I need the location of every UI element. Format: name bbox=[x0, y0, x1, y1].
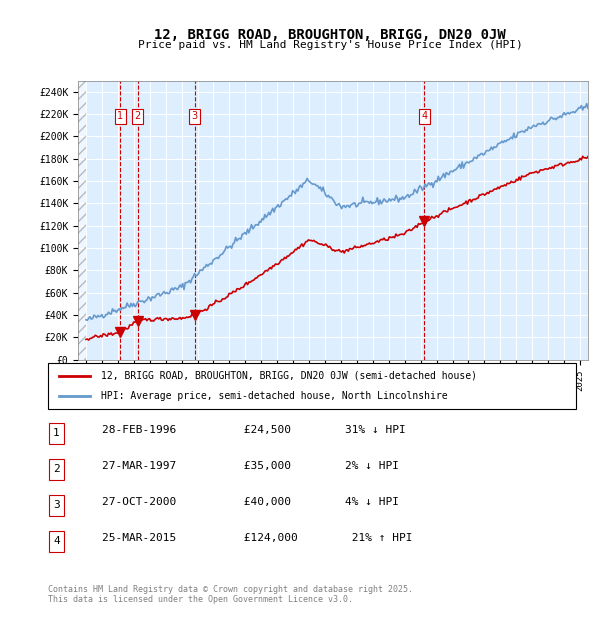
Text: 2: 2 bbox=[134, 112, 141, 122]
Text: 1: 1 bbox=[118, 112, 124, 122]
Text: HPI: Average price, semi-detached house, North Lincolnshire: HPI: Average price, semi-detached house,… bbox=[101, 391, 448, 401]
FancyBboxPatch shape bbox=[49, 531, 64, 552]
Text: 3: 3 bbox=[191, 112, 198, 122]
Text: 27-MAR-1997          £35,000        2% ↓ HPI: 27-MAR-1997 £35,000 2% ↓ HPI bbox=[75, 461, 399, 471]
Text: 12, BRIGG ROAD, BROUGHTON, BRIGG, DN20 0JW: 12, BRIGG ROAD, BROUGHTON, BRIGG, DN20 0… bbox=[154, 28, 506, 42]
FancyBboxPatch shape bbox=[48, 363, 576, 409]
Text: 27-OCT-2000          £40,000        4% ↓ HPI: 27-OCT-2000 £40,000 4% ↓ HPI bbox=[75, 497, 399, 507]
Text: 4: 4 bbox=[421, 112, 427, 122]
FancyBboxPatch shape bbox=[49, 495, 64, 516]
Text: Contains HM Land Registry data © Crown copyright and database right 2025.
This d: Contains HM Land Registry data © Crown c… bbox=[48, 585, 413, 604]
Text: 3: 3 bbox=[53, 500, 60, 510]
Text: 25-MAR-2015          £124,000        21% ↑ HPI: 25-MAR-2015 £124,000 21% ↑ HPI bbox=[75, 533, 413, 542]
Text: Price paid vs. HM Land Registry's House Price Index (HPI): Price paid vs. HM Land Registry's House … bbox=[137, 40, 523, 50]
Text: 4: 4 bbox=[53, 536, 60, 546]
FancyBboxPatch shape bbox=[49, 459, 64, 480]
Text: 28-FEB-1996          £24,500        31% ↓ HPI: 28-FEB-1996 £24,500 31% ↓ HPI bbox=[75, 425, 406, 435]
Text: 2: 2 bbox=[53, 464, 60, 474]
FancyBboxPatch shape bbox=[49, 423, 64, 444]
Text: 12, BRIGG ROAD, BROUGHTON, BRIGG, DN20 0JW (semi-detached house): 12, BRIGG ROAD, BROUGHTON, BRIGG, DN20 0… bbox=[101, 371, 477, 381]
Text: 1: 1 bbox=[53, 428, 60, 438]
